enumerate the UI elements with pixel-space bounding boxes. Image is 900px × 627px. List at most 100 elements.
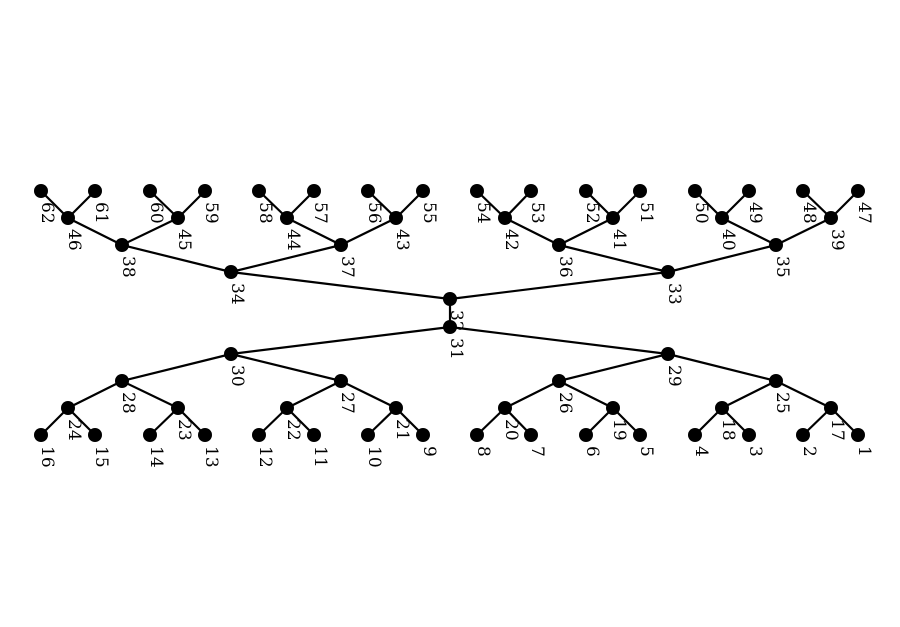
- node-34: [224, 265, 238, 279]
- node-label-52: 52: [582, 202, 602, 224]
- edge-37-44: [286, 217, 342, 246]
- node-label-33: 33: [664, 283, 684, 305]
- node-30: [224, 347, 238, 361]
- node-36: [552, 238, 566, 252]
- node-label-40: 40: [718, 229, 738, 251]
- node-label-61: 61: [91, 202, 111, 224]
- node-2: [796, 428, 810, 442]
- node-label-46: 46: [64, 229, 84, 251]
- node-label-53: 53: [527, 202, 547, 224]
- edge-36-41: [558, 217, 614, 246]
- node-32: [443, 292, 457, 306]
- node-label-27: 27: [337, 392, 357, 414]
- edge-27-22: [286, 380, 342, 409]
- node-12: [252, 428, 266, 442]
- node-6: [579, 428, 593, 442]
- node-label-8: 8: [473, 446, 493, 457]
- node-label-48: 48: [799, 202, 819, 224]
- node-label-10: 10: [364, 446, 384, 468]
- labels-layer: 1234567891011121314151617181920212223242…: [37, 202, 874, 468]
- edge-34-37: [230, 243, 342, 274]
- node-label-57: 57: [310, 202, 330, 224]
- node-29: [661, 347, 675, 361]
- edge-35-39: [775, 217, 832, 246]
- node-label-28: 28: [118, 392, 138, 414]
- node-label-31: 31: [446, 338, 466, 360]
- node-label-21: 21: [392, 419, 412, 441]
- node-60: [143, 184, 157, 198]
- node-label-11: 11: [310, 446, 330, 468]
- edge-29-25: [667, 352, 777, 383]
- node-43: [389, 211, 403, 225]
- node-26: [552, 374, 566, 388]
- node-label-19: 19: [609, 419, 629, 441]
- node-56: [361, 184, 375, 198]
- node-8: [470, 428, 484, 442]
- edge-37-43: [340, 217, 397, 246]
- node-label-15: 15: [91, 446, 111, 468]
- node-label-34: 34: [227, 283, 247, 305]
- node-label-12: 12: [255, 446, 275, 468]
- node-label-41: 41: [609, 229, 629, 251]
- node-label-7: 7: [527, 446, 547, 457]
- node-55: [416, 184, 430, 198]
- node-label-24: 24: [64, 419, 84, 441]
- node-label-36: 36: [555, 256, 575, 278]
- node-62: [34, 184, 48, 198]
- node-44: [280, 211, 294, 225]
- edge-28-24: [67, 380, 123, 409]
- edge-27-21: [340, 380, 397, 409]
- node-label-45: 45: [174, 229, 194, 251]
- node-label-25: 25: [772, 392, 792, 414]
- node-label-54: 54: [473, 202, 493, 224]
- edge-36-42: [504, 217, 560, 246]
- node-label-9: 9: [419, 446, 439, 457]
- node-45: [171, 211, 185, 225]
- node-label-30: 30: [227, 365, 247, 387]
- node-57: [307, 184, 321, 198]
- edge-33-35: [667, 243, 777, 274]
- node-label-47: 47: [854, 202, 874, 224]
- node-19: [606, 401, 620, 415]
- node-label-2: 2: [799, 446, 819, 457]
- node-28: [115, 374, 129, 388]
- node-14: [143, 428, 157, 442]
- edge-26-20: [504, 380, 560, 409]
- node-7: [524, 428, 538, 442]
- node-48: [796, 184, 810, 198]
- edge-25-17: [775, 380, 832, 409]
- node-15: [88, 428, 102, 442]
- node-46: [61, 211, 75, 225]
- node-3: [742, 428, 756, 442]
- node-label-13: 13: [201, 446, 221, 468]
- node-50: [688, 184, 702, 198]
- node-18: [715, 401, 729, 415]
- node-20: [498, 401, 512, 415]
- node-label-60: 60: [146, 202, 166, 224]
- edge-32-33: [449, 270, 669, 301]
- node-37: [334, 238, 348, 252]
- node-17: [824, 401, 838, 415]
- node-13: [198, 428, 212, 442]
- edge-25-18: [721, 380, 777, 409]
- node-label-43: 43: [392, 229, 412, 251]
- node-25: [769, 374, 783, 388]
- edge-38-45: [121, 217, 179, 246]
- node-label-20: 20: [501, 419, 521, 441]
- node-4: [688, 428, 702, 442]
- edge-35-40: [721, 217, 777, 246]
- node-label-5: 5: [636, 446, 656, 457]
- node-61: [88, 184, 102, 198]
- node-21: [389, 401, 403, 415]
- node-54: [470, 184, 484, 198]
- node-10: [361, 428, 375, 442]
- node-31: [443, 320, 457, 334]
- node-label-1: 1: [854, 446, 874, 457]
- node-label-58: 58: [255, 202, 275, 224]
- node-58: [252, 184, 266, 198]
- node-39: [824, 211, 838, 225]
- node-label-38: 38: [118, 256, 138, 278]
- edge-31-29: [449, 325, 669, 356]
- node-11: [307, 428, 321, 442]
